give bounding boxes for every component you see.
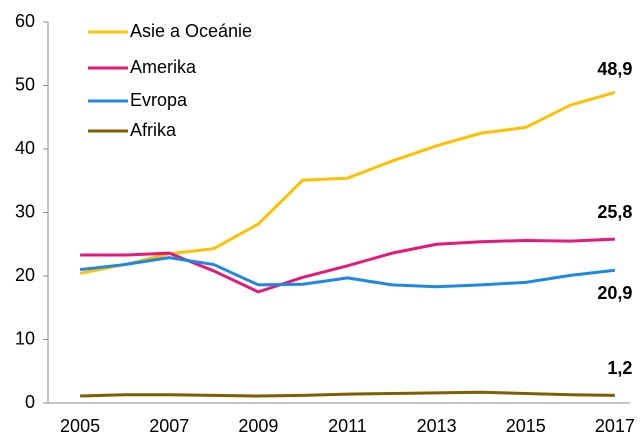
x-tick-label: 2009 xyxy=(238,416,278,436)
x-tick-label: 2011 xyxy=(328,416,367,436)
legend-label: Evropa xyxy=(130,90,188,110)
value-label: 1,2 xyxy=(607,358,632,378)
x-tick-label: 2013 xyxy=(417,416,457,436)
y-tick-label: 50 xyxy=(15,74,35,94)
x-tick-label: 2017 xyxy=(595,416,635,436)
x-tick-label: 2007 xyxy=(149,416,189,436)
legend-label: Amerika xyxy=(130,57,197,77)
legend-label: Afrika xyxy=(130,120,177,140)
y-tick-label: 30 xyxy=(15,201,35,221)
y-tick-label: 40 xyxy=(15,138,35,158)
series-line xyxy=(80,237,615,294)
x-tick-label: 2015 xyxy=(506,416,546,436)
value-label: 25,8 xyxy=(597,202,632,222)
x-tick-label: 2005 xyxy=(60,416,100,436)
value-label: 48,9 xyxy=(597,59,632,79)
legend-label: Asie a Oceánie xyxy=(130,21,252,41)
series-line xyxy=(80,390,615,398)
y-tick-label: 0 xyxy=(25,392,35,412)
value-label: 20,9 xyxy=(597,283,632,303)
series-line xyxy=(79,256,616,289)
y-tick-label: 20 xyxy=(15,265,35,285)
y-tick-label: 60 xyxy=(15,11,35,31)
y-tick-label: 10 xyxy=(15,328,35,348)
